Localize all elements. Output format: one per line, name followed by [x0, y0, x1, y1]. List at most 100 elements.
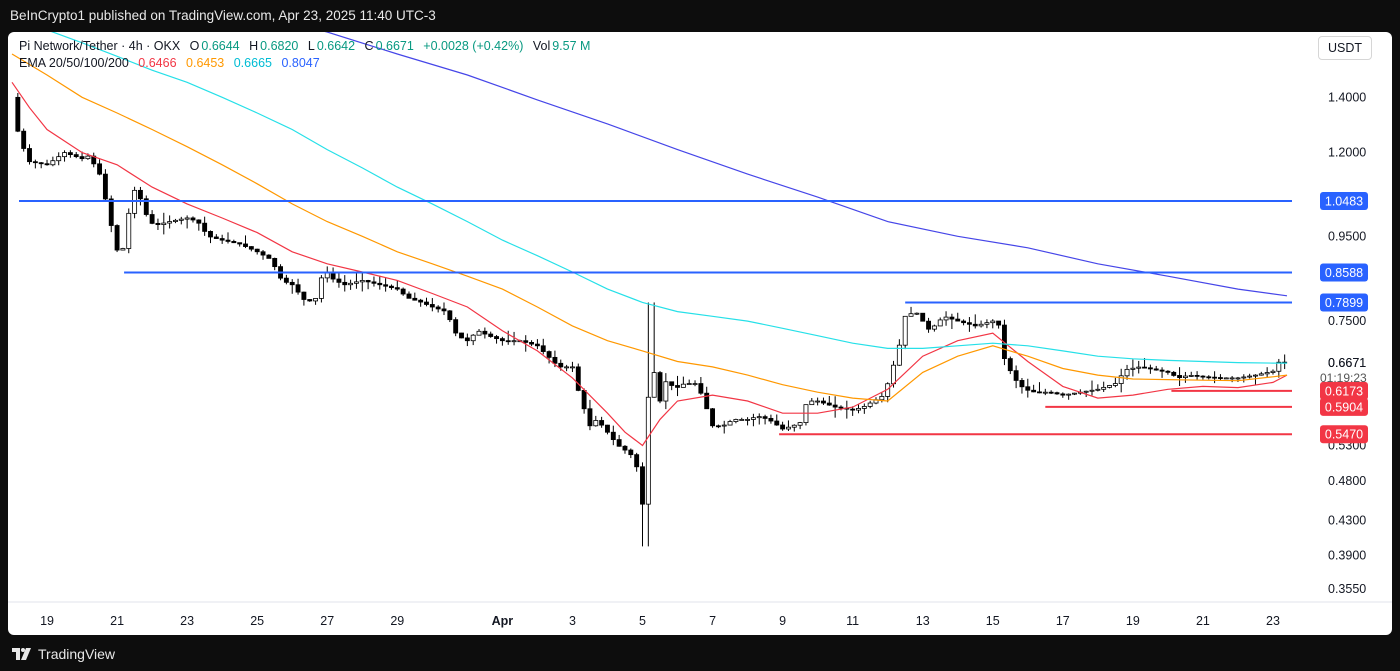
- candle: [990, 319, 996, 329]
- candle: [1089, 380, 1095, 396]
- candle: [663, 373, 669, 410]
- candle: [1264, 367, 1270, 378]
- candle: [441, 302, 447, 316]
- symbol-label[interactable]: Pi Network/Tether · 4h · OKX: [19, 39, 181, 53]
- chart-card[interactable]: 1.60001.40001.20000.95000.75000.66710.53…: [8, 32, 1392, 635]
- high-value: 0.6820: [260, 39, 299, 53]
- candle: [727, 419, 733, 426]
- candle: [272, 257, 278, 271]
- candle: [581, 388, 587, 414]
- price-chart[interactable]: 1.60001.40001.20000.95000.75000.66710.53…: [8, 32, 1392, 635]
- candle: [167, 215, 173, 229]
- candle: [961, 319, 967, 326]
- candle: [1223, 377, 1229, 380]
- candle: [1241, 374, 1247, 383]
- candle: [225, 232, 231, 244]
- candle: [1025, 378, 1031, 398]
- candle: [137, 186, 143, 206]
- x-tick-label: 3: [569, 614, 576, 628]
- close-label: C: [364, 39, 374, 53]
- candle: [797, 421, 803, 430]
- candle: [680, 376, 686, 388]
- candle: [1270, 369, 1276, 375]
- publish-text: BeInCrypto1 published on TradingView.com…: [10, 8, 436, 23]
- candle: [412, 292, 418, 301]
- y-tick-label: 0.4800: [1328, 474, 1366, 488]
- candle: [1007, 356, 1013, 375]
- candle: [937, 317, 943, 327]
- level-badge: [1320, 381, 1368, 400]
- candle: [50, 156, 56, 167]
- candle: [523, 335, 529, 352]
- candle: [1136, 360, 1142, 374]
- candle: [750, 413, 756, 427]
- candle: [622, 445, 628, 454]
- candle: [1031, 384, 1037, 393]
- candle: [266, 254, 272, 259]
- candle: [675, 375, 680, 397]
- ema-label[interactable]: EMA 20/50/100/200: [19, 56, 129, 70]
- current-price-label: 0.6671: [1328, 356, 1366, 370]
- tradingview-logo-icon: [12, 648, 31, 660]
- open-label: O: [189, 39, 200, 53]
- candle: [768, 414, 774, 424]
- candle: [377, 275, 383, 290]
- candle: [488, 331, 494, 338]
- x-tick-label: 21: [110, 614, 124, 628]
- candle: [511, 331, 517, 346]
- candle: [494, 334, 499, 344]
- candle: [62, 150, 67, 162]
- candle: [1054, 391, 1060, 395]
- candle: [605, 424, 610, 435]
- candle: [978, 320, 984, 328]
- candle: [721, 420, 727, 434]
- candle: [1229, 375, 1235, 383]
- x-tick-label: Apr: [492, 614, 514, 628]
- candle: [254, 248, 260, 255]
- candle: [289, 279, 295, 294]
- candle: [1060, 392, 1066, 398]
- candle: [610, 425, 616, 446]
- candle: [739, 417, 745, 421]
- x-tick-label: 9: [779, 614, 786, 628]
- candle: [73, 152, 79, 159]
- x-tick-label: 29: [390, 614, 404, 628]
- candle: [698, 377, 704, 395]
- candle: [710, 408, 715, 428]
- candle: [161, 212, 167, 235]
- candle: [15, 92, 21, 133]
- candle: [38, 162, 44, 169]
- candle: [943, 311, 949, 326]
- candle: [826, 395, 832, 406]
- candle: [832, 396, 838, 418]
- candle: [575, 363, 581, 392]
- candle: [1072, 392, 1077, 396]
- candle: [867, 400, 873, 409]
- candle: [318, 275, 324, 303]
- ema200-value: 0.8047: [281, 56, 320, 70]
- candle: [704, 386, 710, 410]
- level-badge: [1320, 397, 1368, 416]
- candle: [102, 169, 108, 202]
- candle: [634, 452, 640, 472]
- level-badge-label: 0.6173: [1325, 384, 1363, 398]
- ema-line: [50, 32, 1287, 364]
- ema100-value: 0.6665: [233, 56, 272, 70]
- candle: [1217, 374, 1223, 381]
- candle: [926, 317, 931, 333]
- candle: [219, 234, 225, 244]
- candle: [949, 313, 955, 330]
- currency-button[interactable]: USDT: [1318, 36, 1372, 60]
- candle: [1276, 358, 1282, 378]
- candle: [184, 215, 190, 229]
- candle: [470, 334, 476, 346]
- tradingview-logo[interactable]: TradingView: [12, 646, 115, 662]
- candle: [32, 159, 38, 169]
- candle: [1188, 371, 1194, 377]
- candle: [966, 317, 972, 332]
- level-badge-label: 0.5904: [1325, 400, 1363, 414]
- footer-bar: TradingView: [0, 636, 1400, 671]
- candle: [301, 291, 307, 306]
- candle: [803, 404, 809, 426]
- candle: [149, 210, 155, 225]
